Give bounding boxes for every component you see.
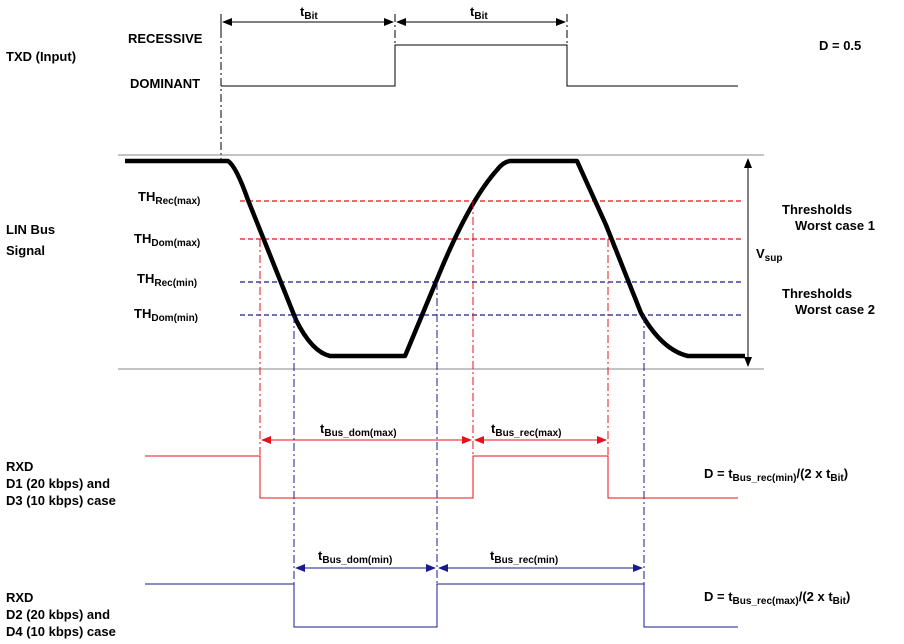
- rxd2-label: RXD: [6, 590, 33, 605]
- rxd1-section: RXD D1 (20 kbps) and D3 (10 kbps) case t…: [6, 421, 848, 508]
- recessive-label: RECESSIVE: [128, 31, 203, 46]
- th-rec-max-label: THRec(max): [138, 189, 200, 207]
- projection-lines: [259, 201, 645, 628]
- rxd1-dom-label: tBus_dom(max): [320, 421, 397, 439]
- th-dom-max-label: THDom(max): [134, 231, 200, 249]
- rxd1-formula: D = tBus_rec(min)/(2 x tBit): [704, 466, 848, 484]
- txd-section: TXD (Input) RECESSIVE DOMINANT D = 0.5 t…: [6, 4, 861, 160]
- lin-section: LIN Bus Signal THRec(max) THDom(max) THR…: [6, 154, 875, 370]
- dominant-label: DOMINANT: [130, 76, 200, 91]
- lin-label: LIN Bus: [6, 222, 55, 237]
- rxd1-label-3: D3 (10 kbps) case: [6, 493, 116, 508]
- rxd1-rec-label: tBus_rec(max): [491, 421, 562, 439]
- rxd2-label-3: D4 (10 kbps) case: [6, 624, 116, 639]
- th-rec-min-label: THRec(min): [137, 271, 197, 289]
- wc2-label: Thresholds: [782, 286, 852, 301]
- rxd1-label-2: D1 (20 kbps) and: [6, 476, 110, 491]
- tbit-label-2: tBit: [470, 4, 488, 22]
- vsup-label: Vsup: [756, 246, 782, 264]
- tbit-label-1: tBit: [300, 4, 318, 22]
- rxd2-waveform: [145, 583, 738, 628]
- txd-waveform: [221, 44, 738, 87]
- wc2-label-2: Worst case 2: [795, 302, 875, 317]
- rxd2-formula: D = tBus_rec(max)/(2 x tBit): [704, 589, 850, 607]
- rxd1-waveform: [145, 455, 738, 499]
- rxd2-label-2: D2 (20 kbps) and: [6, 607, 110, 622]
- th-dom-min-label: THDom(min): [134, 306, 198, 324]
- wc1-label: Thresholds: [782, 202, 852, 217]
- rxd2-dom-label: tBus_dom(min): [318, 548, 392, 566]
- lin-label-2: Signal: [6, 243, 45, 258]
- rxd1-label: RXD: [6, 459, 33, 474]
- wc1-label-2: Worst case 1: [795, 218, 875, 233]
- lin-bus-waveform: [125, 158, 745, 359]
- rxd2-rec-label: tBus_rec(min): [490, 548, 558, 566]
- txd-label: TXD (Input): [6, 49, 76, 64]
- duty-label: D = 0.5: [819, 38, 861, 53]
- rxd2-section: RXD D2 (20 kbps) and D4 (10 kbps) case t…: [6, 548, 850, 639]
